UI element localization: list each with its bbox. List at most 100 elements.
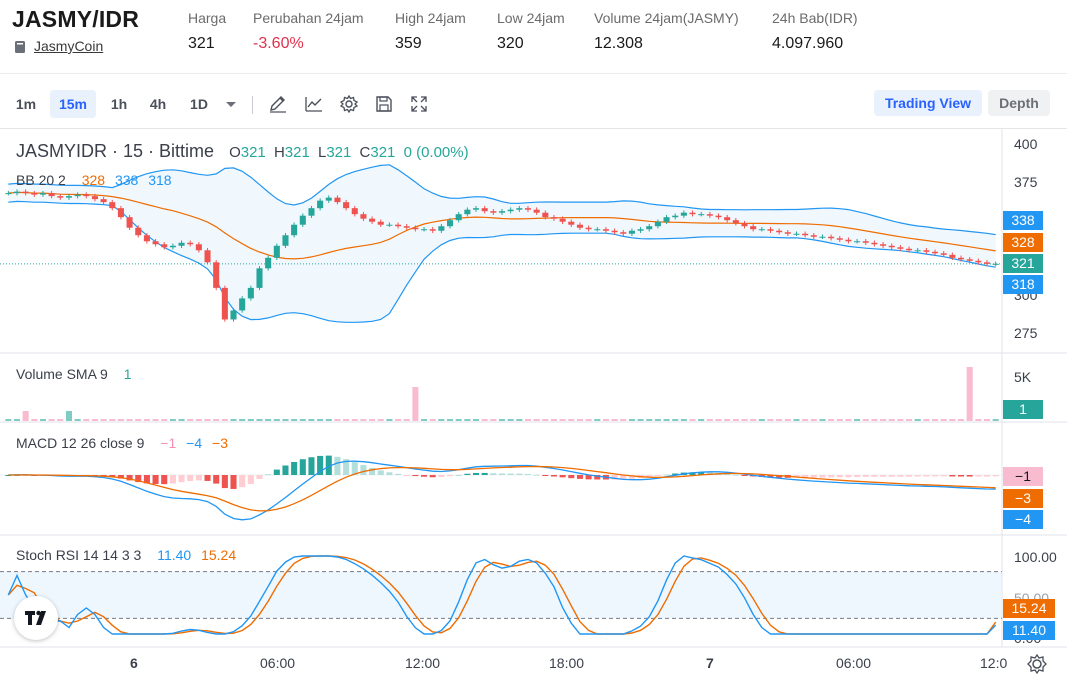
candle-body [802, 233, 809, 236]
stat-turnover: 24h Bab(IDR) 4.097.960 [772, 10, 858, 53]
depth-button[interactable]: Depth [988, 90, 1050, 116]
volume-bar [698, 419, 705, 421]
candle-body [395, 224, 402, 227]
ohlc-open: 321 [240, 144, 266, 161]
volume-bar [109, 419, 116, 421]
candle-body [343, 202, 350, 209]
chart-canvas[interactable] [0, 129, 1067, 683]
timeframe-1h[interactable]: 1h [110, 96, 128, 112]
trading-view-button[interactable]: Trading View [874, 90, 982, 116]
macd-histogram-bar [308, 457, 315, 475]
volume-bar [966, 367, 973, 421]
volume-bar [74, 419, 81, 421]
timeframe-1d[interactable]: 1D [190, 96, 208, 112]
macd-signal-line [8, 465, 996, 512]
volume-bar [256, 419, 263, 421]
volume-bar [862, 419, 869, 421]
macd-histogram-bar [620, 475, 627, 480]
macd-histogram-bar [117, 475, 124, 479]
stoch-k-tag: 11.40 [1003, 621, 1055, 640]
volume-bar [854, 419, 861, 421]
volume-bar [654, 419, 661, 421]
candle-body [854, 241, 861, 243]
volume-bar [732, 419, 739, 421]
chart-area[interactable]: JASMYIDR · 15 · Bittime O321 H321 L321 C… [0, 128, 1067, 683]
volume-bar [299, 419, 306, 421]
candle-body [906, 248, 913, 251]
volume-bar [195, 419, 202, 421]
timeframe-15m[interactable]: 15m [50, 90, 96, 118]
draw-icon[interactable] [268, 94, 288, 114]
timeframe-1m[interactable]: 1m [15, 96, 37, 112]
volume-value: 1 [123, 366, 132, 382]
volume-bar [100, 419, 107, 421]
bb-legend[interactable]: BB 20 2 328 338 318 [16, 172, 178, 188]
candle-body [932, 251, 939, 254]
macd-histogram-bar [395, 473, 402, 475]
volume-legend[interactable]: Volume SMA 9 1 [16, 366, 138, 382]
volume-bar [317, 419, 324, 421]
volume-bar [221, 419, 228, 421]
macd-histogram-bar [265, 474, 272, 476]
volume-bar [646, 419, 653, 421]
bb-basis-tag: 328 [1003, 233, 1043, 252]
candle-body [325, 197, 332, 201]
indicator-icon[interactable] [304, 94, 324, 114]
ohlc-low-label: L [317, 144, 327, 161]
volume-bar [957, 419, 965, 421]
coin-link[interactable]: JasmyCoin [34, 38, 104, 54]
candle-body [291, 224, 298, 236]
chart-settings-icon[interactable] [1026, 653, 1048, 675]
candle-body [230, 310, 237, 320]
price-tick: 275 [1014, 325, 1038, 341]
volume-bar [507, 419, 514, 421]
macd-histogram-bar [126, 475, 133, 481]
candle-body [732, 220, 739, 224]
fullscreen-icon[interactable] [409, 94, 429, 114]
volume-bar [213, 419, 220, 421]
macd-histogram-bar [516, 473, 523, 475]
macd-histogram-bar [966, 475, 973, 477]
ohlc-close: 321 [370, 144, 396, 161]
candle-body [74, 194, 81, 197]
timeframe-4h[interactable]: 4h [149, 96, 167, 112]
save-icon[interactable] [374, 94, 394, 114]
macd-histogram-bar [369, 467, 376, 475]
time-tick: 12:0 [980, 655, 1008, 671]
candle-body [412, 227, 419, 230]
stoch-legend[interactable]: Stoch RSI 14 14 3 3 11.40 15.24 [16, 547, 242, 563]
volume-bar [403, 419, 410, 421]
candle-body [299, 215, 306, 225]
candle-body [369, 218, 376, 222]
macd-histogram-bar [689, 472, 696, 475]
macd-histogram-bar [299, 459, 306, 475]
candle-body [698, 214, 705, 216]
candle-body [628, 230, 635, 234]
macd-histogram-bar [239, 475, 246, 488]
volume-bar [663, 419, 670, 421]
volume-bar [975, 419, 982, 421]
macd-legend[interactable]: MACD 12 26 close 9 −1 −4 −3 [16, 435, 234, 451]
candle-body [862, 241, 869, 243]
volume-bar [48, 419, 55, 421]
gear-icon[interactable] [339, 94, 359, 114]
time-tick: 18:00 [549, 655, 585, 671]
macd-histogram-bar [862, 475, 869, 477]
macd-histogram-bar [282, 465, 289, 475]
candle-body [351, 208, 358, 215]
macd-histogram-bar [550, 475, 557, 477]
candle-body [689, 212, 696, 215]
ohlc-high-label: H [273, 144, 285, 161]
chevron-down-icon[interactable] [221, 94, 241, 114]
volume-bar [724, 419, 731, 421]
candle-body [403, 226, 410, 228]
candle-body [447, 220, 454, 227]
bb-upper-value: 338 [114, 172, 139, 188]
macd-histogram-bar [421, 475, 428, 477]
macd-line-tag: −4 [1003, 510, 1043, 529]
tradingview-logo[interactable] [14, 596, 58, 640]
volume-bar [5, 419, 12, 421]
volume-bar [533, 419, 540, 421]
macd-histogram-bar [325, 455, 332, 475]
candle-body [758, 229, 765, 231]
